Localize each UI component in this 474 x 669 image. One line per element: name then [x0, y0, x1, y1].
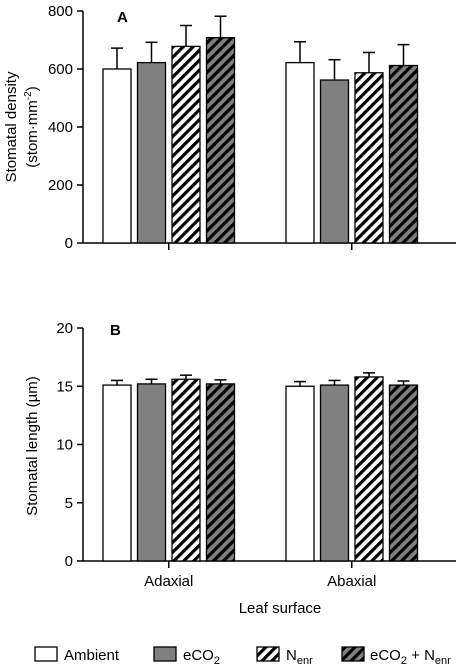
- panel-1-ytick-label: 20: [56, 320, 73, 337]
- bar: [319, 79, 350, 244]
- panel-a-label: A: [117, 9, 128, 26]
- panel-0-ytick-label: 0: [65, 235, 73, 252]
- panel-0-ytick-label: 400: [48, 119, 73, 136]
- bar: [205, 383, 236, 562]
- category-label: Adaxial: [144, 573, 193, 590]
- panel-a-ylabel-line2: (stom·mm-2): [23, 86, 41, 167]
- panel-0-ytick-label: 800: [48, 3, 73, 20]
- bar: [171, 45, 201, 244]
- panel-b-label: B: [110, 322, 121, 339]
- panel-1-ytick-label: 5: [65, 495, 73, 512]
- panel-0-ytick-label: 600: [48, 61, 73, 78]
- legend: Ambient eCO2 Nenr eCO2 + Nenr: [34, 646, 451, 667]
- panel-1-ytick-label: 0: [65, 553, 73, 570]
- legend-label-eco2-nenr: eCO2 + Nenr: [370, 647, 451, 667]
- legend-label-nenr: Nenr: [286, 647, 313, 667]
- bar: [136, 61, 167, 244]
- bar: [136, 383, 167, 562]
- legend-swatch-eco2-nenr: [341, 646, 365, 662]
- bar: [354, 72, 384, 244]
- bar: [319, 384, 350, 562]
- panel-0-ytick-label: 200: [48, 177, 73, 194]
- bar: [205, 37, 236, 244]
- legend-swatch-nenr: [256, 646, 280, 662]
- category-label: Abaxial: [327, 573, 376, 590]
- bar: [285, 385, 315, 562]
- x-axis-title: Leaf surface: [239, 600, 322, 617]
- bar: [102, 68, 132, 244]
- legend-label-ambient: Ambient: [64, 647, 120, 664]
- bar: [388, 384, 419, 562]
- panel-1-ytick-label: 15: [56, 378, 73, 395]
- bar: [354, 376, 384, 562]
- bar: [285, 61, 315, 244]
- legend-swatch-ambient: [34, 646, 58, 662]
- legend-swatch-eco2: [153, 646, 177, 662]
- bar: [102, 384, 132, 562]
- panel-a-ylabel-line1: Stomatal density: [3, 71, 20, 182]
- bar: [388, 64, 419, 244]
- panel-1-ytick-label: 10: [56, 437, 73, 454]
- legend-label-eco2: eCO2: [183, 647, 220, 667]
- bar: [171, 378, 201, 562]
- panel-b-ylabel: Stomatal length (µm): [24, 376, 41, 516]
